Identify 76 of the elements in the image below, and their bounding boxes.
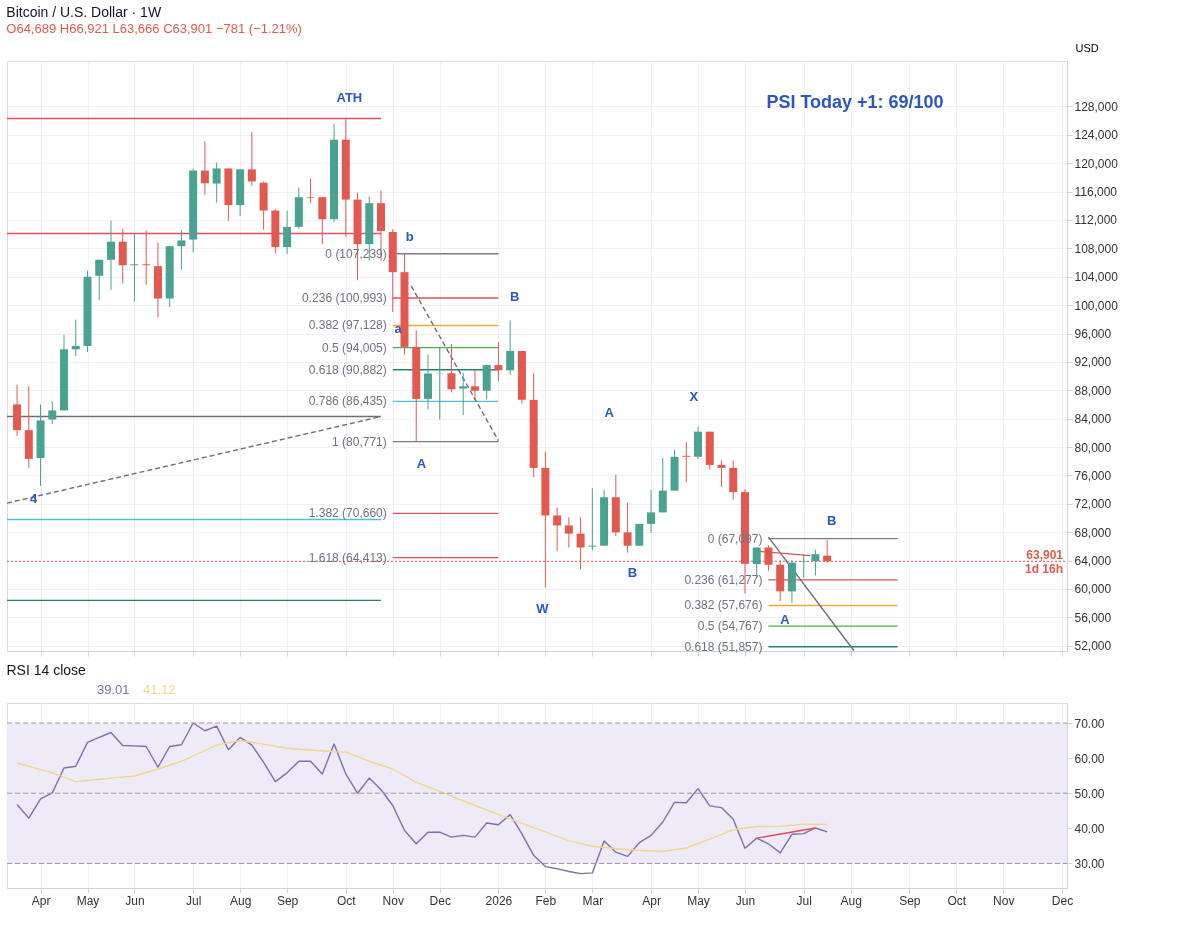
annotation: X [689,388,699,404]
y-tick-label: 112,000 [1074,213,1118,228]
annotation: 0.618 (90,882) [308,362,387,377]
y-tick-label: 84,000 [1074,412,1112,427]
x-tick-label: Jul [186,893,202,908]
y-tick-label: 104,000 [1074,270,1119,285]
chart-title: RSI 14 close [6,662,87,678]
y-tick-label: 68,000 [1074,525,1112,540]
chart-title: Bitcoin / U.S. Dollar · 1W [6,4,162,20]
x-tick-label: Jul [796,893,812,908]
annotation: 1.382 (70,660) [308,506,387,521]
y-tick-label: 128,000 [1074,99,1119,114]
annotation: A [780,612,791,628]
y-tick-label: 80,000 [1074,440,1112,455]
y-tick-label: 52,000 [1074,639,1112,654]
y-tick-label: 96,000 [1074,327,1112,341]
annotation: B [826,513,837,529]
y-tick-label: 30.00 [1074,856,1105,871]
annotation: B [627,565,638,581]
x-tick-label: Apr [31,893,51,908]
y-tick-label: 124,000 [1074,128,1119,143]
y-tick-label: 116,000 [1074,185,1118,200]
y-tick-label: 70.00 [1074,716,1105,731]
x-tick-label: 2026 [485,893,513,908]
text: 41.12 [143,682,176,697]
y-tick-label: 72,000 [1074,497,1112,512]
annotation: 0.382 (97,128) [308,318,387,333]
y-tick-label: 60,000 [1074,582,1112,597]
annotation: 0.5 (94,005) [322,340,387,355]
annotation: 0.382 (57,676) [684,598,763,613]
x-tick-label: Oct [947,893,967,908]
x-tick-label: Aug [840,893,862,908]
x-tick-label: Nov [993,893,1015,908]
y-tick-label: 100,000 [1074,298,1119,313]
y-tick-label: 64,000 [1074,554,1112,569]
annotation: B [510,289,520,304]
annotation: 0.618 (51,857) [684,639,763,654]
annotation: 0.786 (86,435) [308,394,387,409]
y-axis-title: USD [1075,41,1099,54]
x-tick-label: May [687,893,710,908]
y-tick-label: 92,000 [1074,355,1112,370]
annotation: A [416,455,427,471]
ref-line-label: 63,901 1d 16h [1024,548,1064,577]
annotation: ATH [336,90,363,106]
y-tick-label: 50.00 [1074,786,1105,801]
x-tick-label: Sep [276,893,299,908]
x-tick-label: Jun [125,893,145,908]
text: 39.01 [97,682,130,697]
x-tick-label: Nov [382,893,404,908]
y-tick-label: 76,000 [1074,468,1112,483]
annotation: W [536,600,550,616]
y-tick-label: 120,000 [1074,156,1119,171]
annotation: 0.5 (54,767) [697,619,763,634]
x-tick-label: Mar [582,893,604,908]
annotation: b [405,228,414,244]
y-tick-label: 56,000 [1074,610,1112,625]
x-tick-label: Aug [229,893,252,908]
x-tick-label: Oct [336,893,357,908]
x-tick-label: Feb [535,893,557,908]
x-tick-label: Jun [735,893,756,908]
x-tick-label: Apr [642,893,661,908]
annotation: 1.618 (64,413) [308,550,387,565]
x-tick-label: Sep [899,893,921,908]
x-tick-label: Dec [429,893,451,908]
annotation: PSI Today +1: 69/100 [766,91,944,112]
x-tick-label: May [76,893,100,908]
y-tick-label: 60.00 [1074,751,1105,766]
chart-subtitle: O64,689 H66,921 L63,666 C63,901 −781 (−1.21%) [6,21,302,36]
annotation: 4 [29,490,38,506]
annotation: A [604,405,615,421]
y-tick-label: 108,000 [1074,241,1119,256]
annotation: 0.236 (100,993) [302,291,387,306]
x-tick-label: Dec [1051,893,1074,908]
y-tick-label: 88,000 [1074,383,1112,398]
annotation: 1 (80,771) [332,434,387,449]
y-tick-label: 40.00 [1074,821,1105,836]
